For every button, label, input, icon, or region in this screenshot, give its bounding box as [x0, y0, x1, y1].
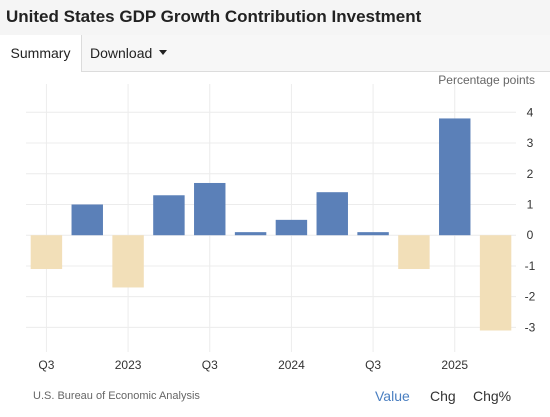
bar: [357, 232, 389, 236]
download-dropdown[interactable]: Download: [90, 35, 168, 71]
download-label: Download: [90, 45, 153, 61]
bar-chart: Percentage points 4 3 2 1 0 -1 -2 -3 Q3 2023 Q3 2024…: [26, 73, 536, 372]
y-tick-label: 2: [527, 167, 534, 181]
x-tick-label: 2024: [278, 358, 305, 372]
chg-percent-button[interactable]: Chg%: [473, 388, 512, 404]
x-tick-label: Q3: [38, 358, 54, 372]
y-axis-label: Percentage points: [438, 73, 535, 87]
caret-down-icon: [159, 49, 168, 55]
y-tick-label: -2: [525, 290, 536, 304]
tab-summary[interactable]: Summary: [0, 35, 82, 72]
y-tick-label: 4: [527, 105, 534, 119]
bar: [234, 232, 267, 236]
x-tick-label: 2023: [115, 358, 142, 372]
bar: [194, 182, 226, 236]
x-tick-label: 2025: [441, 358, 468, 372]
bar: [316, 192, 348, 236]
bar: [71, 204, 103, 236]
x-tick-label: Q3: [202, 358, 218, 372]
value-button[interactable]: Value: [375, 388, 410, 404]
y-tick-label: 0: [527, 228, 534, 242]
bar: [275, 219, 308, 236]
chg-button[interactable]: Chg: [430, 388, 456, 404]
y-tick-label: 3: [527, 136, 534, 150]
source-text: U.S. Bureau of Economic Analysis: [33, 390, 200, 402]
x-tick-label: Q3: [365, 358, 381, 372]
bar: [439, 118, 471, 236]
tab-bar: Summary Download: [0, 35, 550, 72]
bar: [153, 195, 185, 236]
page-title: United States GDP Growth Contribution In…: [6, 7, 422, 26]
y-tick-label: -3: [525, 320, 536, 334]
y-tick-label: 1: [527, 197, 534, 211]
bar: [398, 235, 430, 270]
bar: [30, 235, 63, 270]
bar: [112, 235, 144, 288]
bar: [479, 235, 512, 331]
y-tick-label: -1: [525, 259, 536, 273]
title-bar: United States GDP Growth Contribution In…: [0, 0, 550, 36]
chart-area: Percentage points 4 3 2 1 0 -1 -2 -3 Q3 2023 Q3 2024…: [0, 72, 550, 382]
